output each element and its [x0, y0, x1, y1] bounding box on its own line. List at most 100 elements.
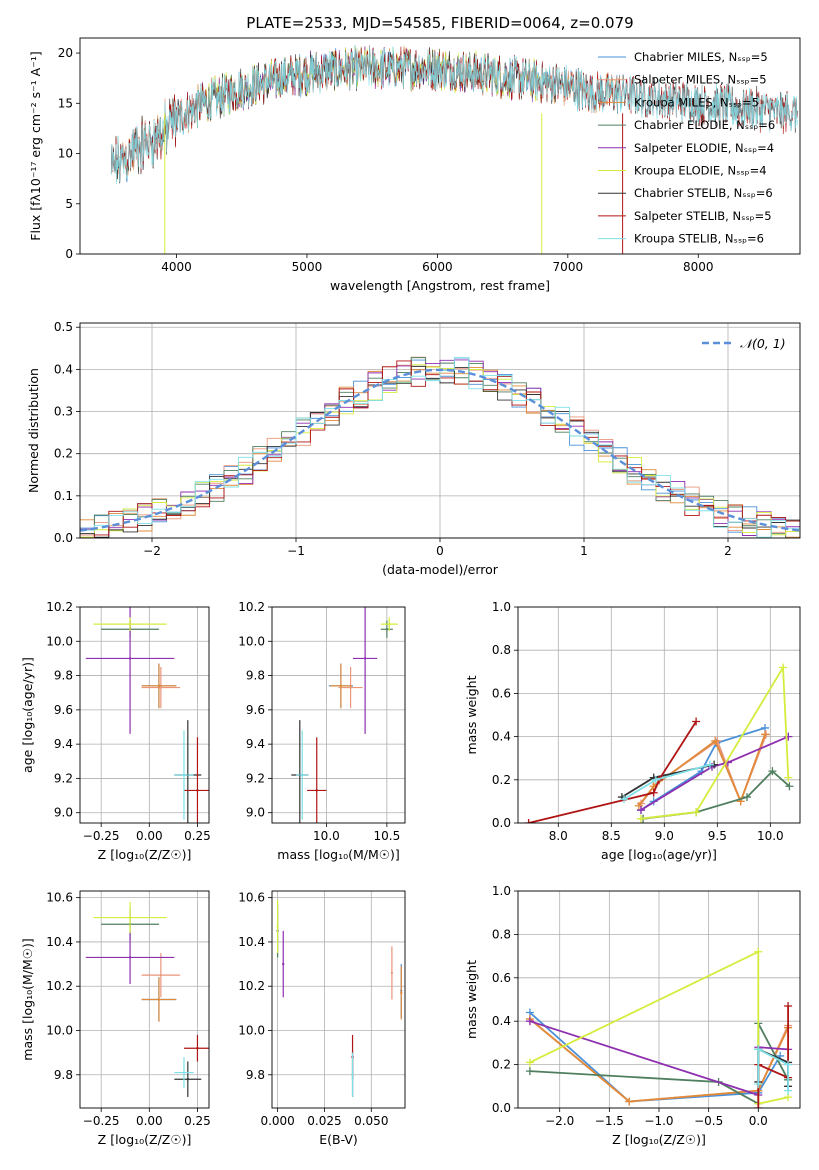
y-tick-label: 10.2: [46, 600, 73, 614]
y-tick-label: 10.0: [238, 634, 265, 648]
data-point: [390, 971, 394, 975]
data-marker: [761, 730, 770, 739]
y-tick-label: 10.0: [46, 1024, 73, 1038]
data-marker: [784, 773, 793, 782]
data-marker: [768, 767, 777, 776]
y-tick-label: 9.4: [54, 737, 73, 751]
series-line: [528, 721, 697, 823]
plot-area: [110, 45, 798, 254]
series-line: [640, 735, 789, 811]
x-axis-label: age [log₁₀(age/yr)]: [601, 847, 717, 862]
x-tick-label: 6000: [422, 260, 453, 274]
y-tick-label: 0.6: [492, 686, 511, 700]
data-marker: [784, 1086, 793, 1095]
plot-area: [80, 356, 800, 538]
y-tick-label: 9.8: [246, 669, 265, 683]
x-tick-label: −0.25: [83, 829, 120, 843]
y-tick-label: 5: [65, 197, 73, 211]
data-point: [196, 1047, 199, 1050]
data-point: [182, 1071, 186, 1074]
y-tick-label: 0.4: [492, 730, 511, 744]
data-point: [363, 657, 367, 660]
x-tick-label: 8000: [683, 260, 714, 274]
data-marker: [705, 760, 714, 769]
data-point: [351, 1073, 354, 1076]
y-tick-label: 0.4: [54, 362, 73, 376]
x-tick-label: −1.5: [595, 1114, 624, 1128]
y-tick-label: 10.2: [238, 600, 265, 614]
data-marker: [620, 795, 629, 804]
x-tick-label: 0.000: [260, 1114, 294, 1128]
x-tick-label: 9.5: [708, 829, 727, 843]
y-tick-label: 10: [58, 147, 73, 161]
axes-mass-vs-Z: −0.25 0.00 0.25 9.8 10.0 10.2 10.4 10.6 Z [log₁₀…: [20, 890, 211, 1147]
data-point: [128, 916, 132, 919]
x-tick-label: 0.00: [136, 829, 163, 843]
data-marker: [754, 1045, 763, 1054]
y-tick-label: 0.2: [492, 773, 511, 787]
data-marker: [636, 814, 645, 823]
x-tick-label: 0.25: [184, 829, 211, 843]
x-tick-label: 10.0: [313, 829, 340, 843]
data-point: [388, 622, 391, 626]
y-axis-label: Flux [fλ10⁻¹⁷ erg cm⁻² s⁻¹ A⁻¹]: [28, 51, 43, 240]
y-tick-label: 10.4: [238, 935, 265, 949]
axes-frame: [79, 322, 801, 539]
legend-label: Chabrier STELIB, Nₛₛₚ=6: [634, 186, 773, 200]
series-line: [529, 950, 789, 1105]
data-marker: [785, 782, 794, 791]
data-marker: [636, 806, 645, 815]
y-tick-label: 9.6: [246, 703, 265, 717]
legend-label: Salpeter ELODIE, Nₛₛₚ=4: [634, 141, 774, 155]
y-tick-label: 0.2: [54, 447, 73, 461]
y-tick-label: 9.8: [54, 1068, 73, 1082]
y-tick-label: 20: [58, 46, 73, 60]
y-tick-label: 9.8: [246, 1068, 265, 1082]
plot-area: [85, 902, 209, 1097]
x-tick-label: 8.5: [602, 829, 621, 843]
legend-label: Kroupa STELIB, Nₛₛₚ=6: [634, 232, 764, 246]
data-point: [159, 686, 163, 689]
data-marker: [649, 788, 658, 797]
legend-label: Chabrier ELODIE, Nₛₛₚ=6: [634, 118, 775, 132]
legend-label: Chabrier MILES, Nₛₛₚ=5: [634, 50, 768, 64]
y-tick-label: 10.6: [46, 891, 73, 905]
x-axis-label: Z [log₁₀(Z/Z☉)]: [98, 847, 192, 862]
axes-spectrum: 4000 5000 6000 7000 8000 0 5 10 15 20 wavelength […: [28, 37, 801, 293]
data-marker: [754, 1080, 763, 1089]
legend-label: Kroupa MILES, Nₛₛₚ=5: [634, 95, 759, 109]
data-point: [128, 622, 132, 626]
x-axis-label: mass [log₁₀(M/M☉)]: [277, 847, 399, 862]
data-marker: [692, 717, 701, 726]
x-axis-label: Z [log₁₀(Z/Z☉)]: [98, 1132, 192, 1147]
x-tick-label: −1.0: [644, 1114, 673, 1128]
axes-residuals: −2 −1 0 1 2 0.0 0.1 0.2 0.3 0.4 0.5 (data-model)/er…: [26, 320, 801, 577]
plot-area: [85, 607, 209, 823]
spectrum-line: [110, 46, 798, 185]
data-marker: [692, 808, 701, 817]
y-tick-label: 0.6: [492, 971, 511, 985]
x-tick-label: 10.5: [374, 829, 401, 843]
data-marker: [525, 1067, 534, 1076]
plot-area: [276, 899, 403, 1097]
series-line: [529, 1018, 789, 1103]
axes-weight-vs-Z: −2.0 −1.5 −1.0 −0.5 0.0 0.0 0.2 0.4 0.6 0.8 1.0 Z […: [464, 884, 801, 1147]
y-tick-label: 1.0: [492, 600, 511, 614]
x-tick-label: 0.025: [307, 1114, 341, 1128]
x-tick-label: 0.00: [136, 1114, 163, 1128]
x-axis-label: E(B-V): [319, 1132, 358, 1147]
x-tick-label: 5000: [292, 260, 323, 274]
histogram-series: [80, 357, 800, 538]
axes-frame: [517, 890, 801, 1109]
x-tick-label: 8.0: [549, 829, 568, 843]
data-point: [128, 657, 132, 660]
figure-title: PLATE=2533, MJD=54585, FIBERID=0064, z=0…: [246, 14, 633, 32]
series-line: [529, 1011, 781, 1103]
data-point: [315, 789, 318, 792]
data-point: [157, 684, 161, 688]
data-marker: [625, 1097, 634, 1106]
x-tick-label: −2: [143, 544, 161, 558]
legend-label: Salpeter MILES, Nₛₛₚ=5: [634, 73, 767, 87]
